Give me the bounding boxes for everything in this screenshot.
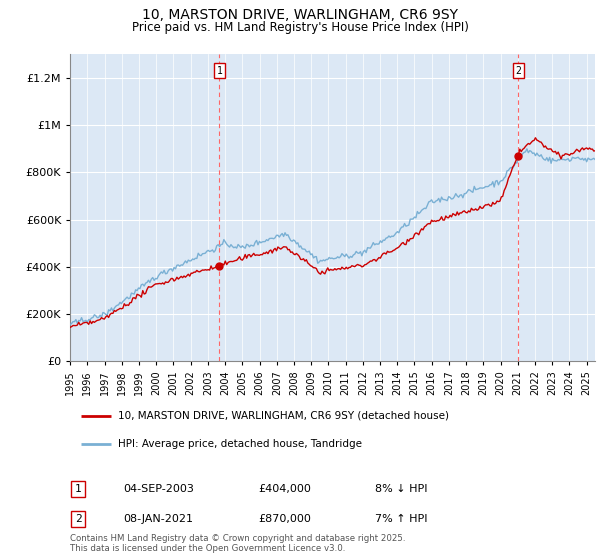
Text: £404,000: £404,000: [258, 484, 311, 494]
Text: 08-JAN-2021: 08-JAN-2021: [123, 514, 193, 524]
Text: 2: 2: [515, 66, 521, 76]
Text: 1: 1: [217, 66, 223, 76]
Text: 1: 1: [74, 484, 82, 494]
Text: 8% ↓ HPI: 8% ↓ HPI: [375, 484, 427, 494]
Text: 10, MARSTON DRIVE, WARLINGHAM, CR6 9SY: 10, MARSTON DRIVE, WARLINGHAM, CR6 9SY: [142, 8, 458, 22]
Text: 7% ↑ HPI: 7% ↑ HPI: [375, 514, 427, 524]
Text: 2: 2: [74, 514, 82, 524]
Text: Contains HM Land Registry data © Crown copyright and database right 2025.
This d: Contains HM Land Registry data © Crown c…: [70, 534, 406, 553]
Text: 10, MARSTON DRIVE, WARLINGHAM, CR6 9SY (detached house): 10, MARSTON DRIVE, WARLINGHAM, CR6 9SY (…: [118, 410, 449, 421]
Text: £870,000: £870,000: [258, 514, 311, 524]
Text: Price paid vs. HM Land Registry's House Price Index (HPI): Price paid vs. HM Land Registry's House …: [131, 21, 469, 34]
Text: HPI: Average price, detached house, Tandridge: HPI: Average price, detached house, Tand…: [118, 439, 362, 449]
Text: 04-SEP-2003: 04-SEP-2003: [123, 484, 194, 494]
